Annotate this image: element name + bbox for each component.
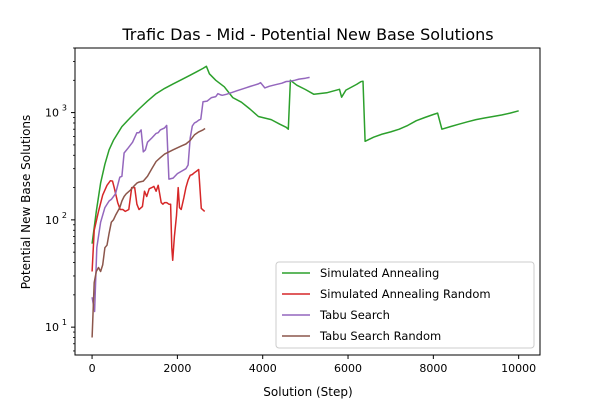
y-tick-label: 10 bbox=[45, 214, 59, 227]
legend-label: Simulated Annealing Random bbox=[320, 287, 491, 301]
x-tick-label: 0 bbox=[89, 362, 96, 375]
x-axis-label: Solution (Step) bbox=[263, 385, 352, 399]
x-tick-label: 10000 bbox=[501, 362, 536, 375]
series-line-3 bbox=[91, 127, 206, 338]
x-axis: 0 2000 4000 6000 8000 10000 bbox=[89, 355, 536, 375]
series-line-0 bbox=[91, 65, 519, 244]
legend-label: Tabu Search bbox=[319, 308, 390, 322]
y-tick-exponent: 2 bbox=[62, 211, 67, 220]
series-line-1 bbox=[91, 168, 206, 272]
x-tick-label: 2000 bbox=[163, 362, 191, 375]
plot-frame bbox=[74, 47, 541, 356]
x-tick-label: 4000 bbox=[249, 362, 277, 375]
chart-title: Trafic Das - Mid - Potential New Base So… bbox=[121, 25, 493, 44]
y-tick-label: 10 bbox=[45, 321, 59, 334]
plot-lines bbox=[91, 65, 519, 338]
legend-label: Tabu Search Random bbox=[319, 329, 441, 343]
series-line-2 bbox=[91, 76, 310, 313]
y-tick-label: 10 bbox=[45, 107, 59, 120]
y-axis-label: Potential New Base Solutions bbox=[19, 115, 33, 290]
legend: Simulated Annealing Simulated Annealing R… bbox=[275, 261, 535, 349]
legend-box bbox=[275, 261, 535, 349]
legend-label: Simulated Annealing bbox=[320, 266, 439, 280]
x-tick-label: 6000 bbox=[334, 362, 362, 375]
x-tick-label: 8000 bbox=[419, 362, 447, 375]
y-tick-exponent: 1 bbox=[62, 318, 67, 327]
y-tick-exponent: 3 bbox=[62, 104, 67, 113]
